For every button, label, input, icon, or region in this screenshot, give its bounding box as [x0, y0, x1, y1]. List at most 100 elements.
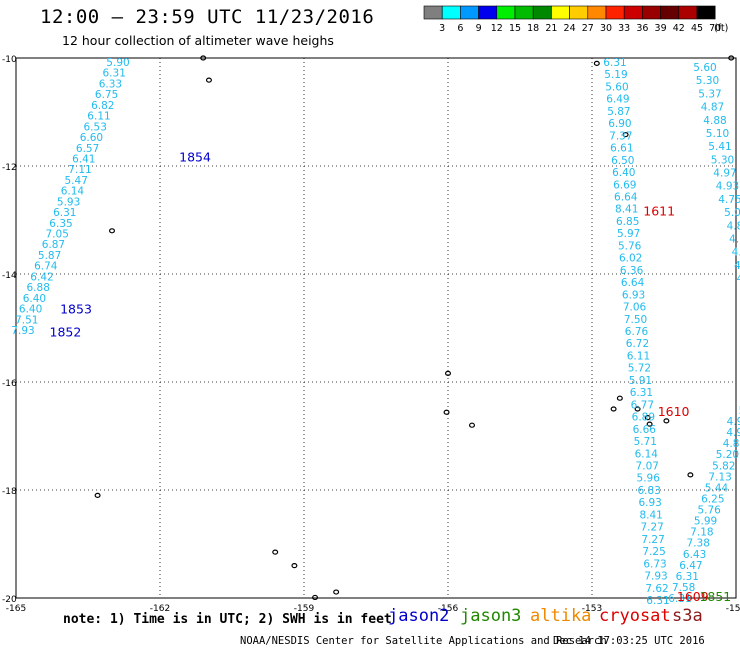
wave-height-value: 6.14	[635, 448, 659, 460]
wave-height-value: 6.83	[638, 485, 661, 497]
wave-height-value: 4.8	[727, 220, 740, 232]
satellite-legend-s3a: s3a	[672, 606, 703, 626]
wave-height-value: 6.50	[611, 155, 634, 167]
wave-height-value: 6.31	[646, 595, 669, 607]
island-marker	[312, 594, 319, 601]
wave-height-value: 7.50	[624, 314, 647, 326]
wave-height-value: 6.49	[606, 94, 629, 106]
wave-height-value: 7.18	[690, 527, 713, 539]
wave-height-value: 5.91	[629, 375, 652, 387]
map-grid	[16, 58, 736, 598]
wave-height-value: 6.14	[61, 186, 85, 198]
wave-height-value: 5.10	[706, 128, 729, 140]
island-marker	[443, 409, 450, 415]
wave-height-value: 5.30	[711, 154, 734, 166]
legend-label-0: 3	[439, 23, 445, 34]
wave-height-value: 7.51	[15, 314, 38, 326]
wave-height-value: 5.30	[696, 75, 719, 87]
wave-height-value: 6.64	[621, 277, 645, 289]
pass-number-label: 1853	[60, 302, 92, 317]
legend-label-2: 9	[476, 23, 482, 34]
legend-label-3: 12	[491, 23, 503, 34]
lat-tick-label: -16	[2, 379, 17, 389]
legend-label-1: 6	[457, 23, 463, 34]
wave-height-value: 4.97	[727, 416, 740, 428]
islands	[94, 55, 735, 601]
legend-label-4: 15	[509, 23, 521, 34]
wave-height-value: 4.87	[701, 102, 724, 114]
wave-height-value: 6.75	[95, 89, 118, 101]
wave-height-value: 6.31	[53, 207, 76, 219]
wave-height-value: 6.74	[34, 261, 58, 273]
legend-label-5: 18	[527, 23, 539, 34]
wave-height-value: 4.8	[737, 273, 740, 285]
map-subtitle: 12 hour collection of altimeter wave hei…	[62, 33, 334, 48]
wave-height-value: 6.31	[630, 387, 653, 399]
pass-number-label: 1852	[50, 324, 82, 339]
island-marker	[663, 418, 670, 424]
legend-label-9: 30	[600, 23, 612, 34]
island-marker	[634, 406, 641, 412]
lat-tick-label: -14	[2, 271, 17, 281]
wave-height-value: 6.02	[619, 253, 642, 265]
pass-number-label: 1854	[179, 149, 211, 164]
wave-height-value: 6.53	[84, 121, 107, 133]
wave-height-value: 6.60	[80, 132, 103, 144]
color-legend: 3 6 9 12 15 18 21 24 27 30 33 36 39 42 45 70(ft)	[423, 5, 728, 34]
wave-height-value: 5.72	[628, 363, 651, 375]
legend-label-11: 36	[636, 23, 648, 34]
satellite-legend-jason3: jason3	[460, 606, 522, 626]
island-marker	[646, 421, 653, 427]
generation-timestamp: Dec 14 17:03:25 UTC 2016	[553, 635, 705, 647]
lon-tick-label: -165	[6, 604, 26, 614]
wave-height-value: 8.41	[639, 509, 662, 521]
satellite-legend-altika: altika	[530, 606, 592, 626]
wave-height-value: 6.42	[30, 271, 53, 283]
wave-height-value: 6.35	[49, 218, 72, 230]
wave-height-value: 6.88	[27, 282, 50, 294]
wave-height-value: 6.73	[643, 558, 666, 570]
wave-height-value: 7.05	[46, 229, 69, 241]
wave-height-value: 5.71	[634, 436, 657, 448]
lat-tick-label: -20	[2, 595, 17, 605]
wave-height-value: 7.25	[642, 546, 665, 558]
wave-height-value: 6.33	[99, 78, 122, 90]
wave-height-value: 6.82	[91, 100, 114, 112]
pass-number-label: 1609	[677, 589, 709, 604]
wave-height-value: 5.41	[708, 141, 731, 153]
island-marker	[622, 132, 629, 138]
wave-height-value: 6.87	[42, 239, 65, 251]
wave-height-value: 5.60	[693, 62, 716, 74]
pass-number-label: 1611	[643, 203, 675, 218]
island-marker	[108, 228, 115, 234]
legend-label-6: 21	[545, 23, 557, 34]
wave-height-value: 7.93	[644, 571, 667, 583]
wave-height-value: 7.62	[645, 583, 668, 595]
lon-tick-label: -162	[150, 604, 170, 614]
legend-label-15: 70	[709, 23, 721, 34]
wave-height-value: 4.88	[703, 115, 726, 127]
wave-height-value: 6.47	[679, 560, 702, 572]
wave-height-value: 6.31	[668, 593, 691, 605]
wave-height-value: 6.69	[613, 179, 636, 191]
legend-label-13: 42	[673, 23, 685, 34]
wave-height-value: 6.40	[612, 167, 635, 179]
wave-height-value: 5.37	[698, 88, 721, 100]
wave-height-value: 5.19	[604, 69, 627, 81]
wave-height-value: 7.93	[11, 325, 34, 337]
lat-tick-label: -10	[2, 55, 17, 65]
wave-height-value: 5.87	[38, 250, 61, 262]
legend-swatch-15	[696, 5, 716, 20]
wave-height-value: 4.8	[734, 260, 740, 272]
wave-height-value: 6.72	[626, 338, 649, 350]
pass-number-label: 1610	[658, 404, 690, 419]
island-marker	[687, 472, 694, 478]
wave-height-value: 6.31	[676, 571, 699, 583]
wave-height-value: 5.93	[57, 196, 80, 208]
wave-height-value: 7.07	[636, 461, 659, 473]
lon-tick-label: -156	[438, 604, 459, 614]
lat-tick-label: -12	[2, 163, 17, 173]
legend-label-14: 45	[691, 23, 703, 34]
wave-height-value: 5.20	[716, 449, 739, 461]
